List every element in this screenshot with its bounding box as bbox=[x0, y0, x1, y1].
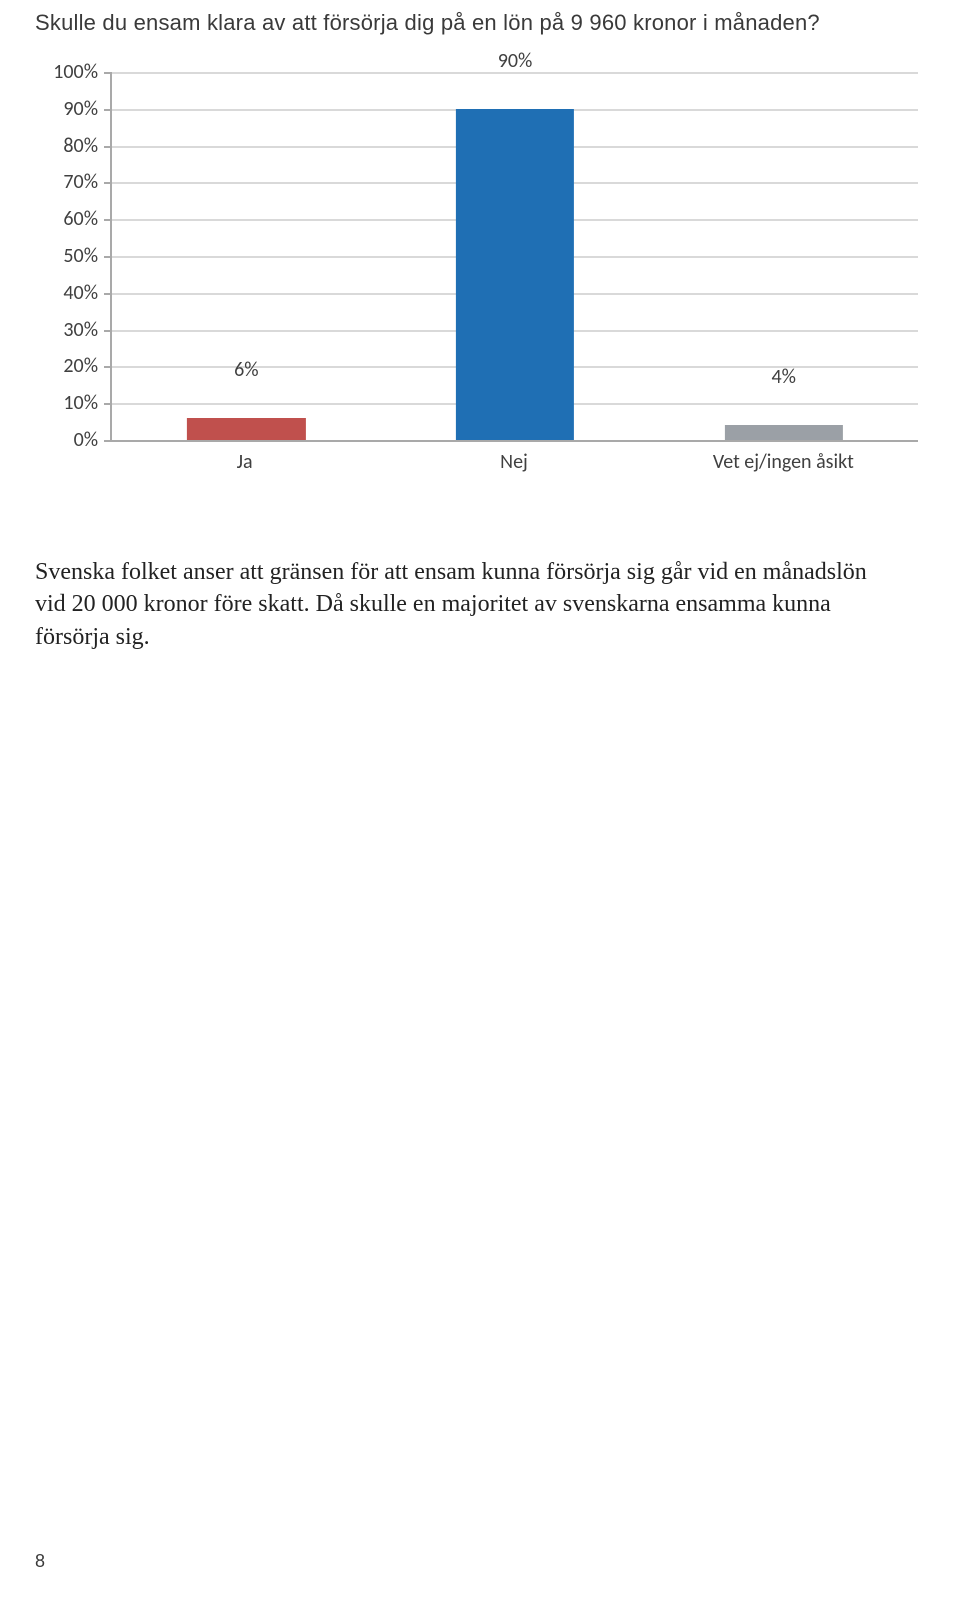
y-tick-mark bbox=[104, 330, 112, 332]
y-axis-labels: 0%10%20%30%40%50%60%70%80%90%100% bbox=[30, 72, 110, 444]
y-tick-label: 80% bbox=[63, 134, 98, 158]
plot-area: 6% 90% 4% bbox=[110, 72, 918, 442]
bar-slot: 90% bbox=[381, 72, 650, 440]
bar-value-label: 4% bbox=[771, 365, 795, 395]
y-tick-mark bbox=[104, 109, 112, 111]
y-tick-label: 60% bbox=[63, 207, 98, 231]
y-tick-mark bbox=[104, 440, 112, 442]
x-tick-label: Vet ej/ingen åsikt bbox=[649, 450, 918, 474]
y-tick-label: 70% bbox=[63, 170, 98, 194]
y-tick-mark bbox=[104, 403, 112, 405]
bar-value-label: 90% bbox=[498, 49, 533, 79]
bar bbox=[456, 109, 574, 440]
y-tick-label: 40% bbox=[63, 281, 98, 305]
y-tick-label: 90% bbox=[63, 97, 98, 121]
y-tick-mark bbox=[104, 146, 112, 148]
y-tick-mark bbox=[104, 72, 112, 74]
page-title: Skulle du ensam klara av att försörja di… bbox=[35, 10, 925, 36]
y-tick-label: 10% bbox=[63, 391, 98, 415]
y-tick-label: 0% bbox=[74, 428, 98, 452]
x-axis-labels: JaNejVet ej/ingen åsikt bbox=[110, 450, 918, 490]
page-number: 8 bbox=[35, 1551, 45, 1572]
bar-chart: 0%10%20%30%40%50%60%70%80%90%100% 6%90%4… bbox=[30, 72, 930, 502]
bar bbox=[187, 418, 305, 440]
bar-value-label: 6% bbox=[234, 358, 258, 388]
x-tick-label: Nej bbox=[379, 450, 648, 474]
y-tick-label: 50% bbox=[63, 244, 98, 268]
bar bbox=[725, 425, 843, 440]
bar-slot: 6% bbox=[112, 72, 381, 440]
document-page: Skulle du ensam klara av att försörja di… bbox=[0, 0, 960, 1598]
y-tick-mark bbox=[104, 256, 112, 258]
x-tick-label: Ja bbox=[110, 450, 379, 474]
y-tick-label: 30% bbox=[63, 318, 98, 342]
y-tick-mark bbox=[104, 293, 112, 295]
y-tick-mark bbox=[104, 366, 112, 368]
bar-slot: 4% bbox=[649, 72, 918, 440]
y-tick-mark bbox=[104, 182, 112, 184]
y-tick-label: 100% bbox=[53, 60, 98, 84]
body-paragraph: Svenska folket anser att gränsen för att… bbox=[35, 556, 900, 653]
y-tick-mark bbox=[104, 219, 112, 221]
y-tick-label: 20% bbox=[63, 354, 98, 378]
